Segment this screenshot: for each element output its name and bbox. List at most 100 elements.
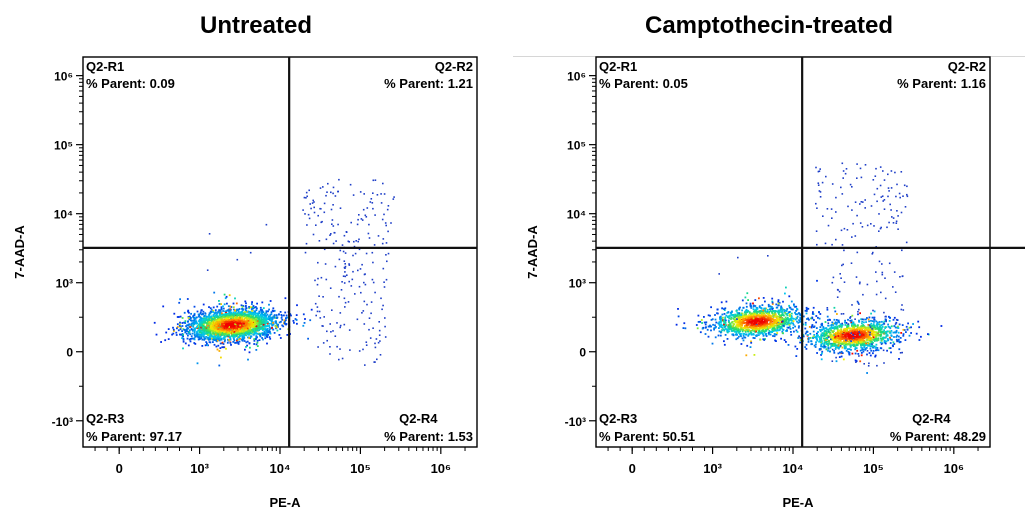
data-point (222, 320, 225, 323)
data-point (269, 313, 272, 316)
data-point (205, 327, 208, 330)
data-point (754, 299, 757, 301)
data-point (828, 332, 831, 335)
data-point (193, 323, 195, 326)
data-point (200, 309, 203, 312)
data-point (833, 328, 836, 330)
data-point (345, 231, 348, 233)
data-point (234, 332, 237, 334)
data-point (228, 330, 231, 332)
data-point (352, 194, 355, 196)
data-point (286, 316, 288, 319)
data-point (766, 317, 769, 319)
data-point (260, 311, 263, 313)
data-point (841, 352, 844, 354)
data-point (794, 311, 796, 314)
data-point (796, 313, 799, 316)
data-point (832, 324, 835, 326)
data-point (857, 341, 860, 344)
data-point (215, 330, 218, 333)
data-point (316, 306, 319, 308)
data-point (782, 313, 784, 316)
data-point (251, 324, 254, 326)
data-point (833, 350, 835, 352)
data-point (215, 313, 218, 316)
data-point (816, 332, 818, 335)
data-point (209, 332, 212, 334)
data-point (254, 332, 256, 335)
data-point (765, 322, 767, 325)
data-point (219, 309, 222, 312)
data-point (779, 309, 782, 312)
data-point (222, 310, 224, 312)
data-point (266, 342, 268, 345)
data-point (330, 233, 332, 235)
data-point (252, 315, 254, 318)
data-point (783, 323, 786, 326)
data-point (285, 317, 287, 320)
data-point (749, 331, 752, 334)
data-point (859, 349, 862, 352)
data-point (717, 322, 720, 325)
data-points (153, 178, 395, 367)
data-point (736, 329, 739, 332)
data-point (252, 330, 255, 333)
data-point (249, 316, 252, 318)
data-point (237, 326, 240, 329)
data-point (178, 316, 180, 318)
data-point (743, 325, 746, 328)
data-point (226, 328, 229, 331)
data-point (784, 309, 787, 312)
data-point (763, 321, 766, 324)
data-point (335, 240, 337, 242)
data-point (296, 322, 298, 325)
data-point (789, 318, 791, 321)
data-point (232, 314, 235, 317)
data-point (268, 328, 271, 331)
data-point (764, 319, 767, 322)
data-point (202, 318, 204, 321)
data-point (197, 338, 200, 341)
data-point (250, 325, 253, 327)
data-point (786, 330, 788, 332)
data-point (760, 307, 763, 309)
data-point (214, 318, 217, 321)
data-point (372, 207, 374, 210)
data-point (886, 337, 889, 340)
data-point (225, 313, 227, 315)
data-point (806, 318, 808, 320)
data-point (771, 297, 774, 300)
data-point (236, 258, 239, 261)
data-point (203, 319, 206, 322)
data-point (387, 252, 390, 255)
chart-title: Camptothecin-treated (644, 12, 894, 39)
data-point (219, 332, 221, 335)
data-point (895, 329, 898, 332)
data-point (791, 308, 794, 311)
data-point (732, 334, 735, 337)
data-point (238, 328, 240, 330)
data-point (238, 332, 241, 335)
data-point (213, 315, 215, 318)
data-point (734, 327, 737, 330)
data-point (372, 179, 375, 182)
data-point (896, 334, 898, 337)
data-point (714, 336, 717, 339)
data-point (208, 312, 211, 315)
data-point (256, 316, 259, 319)
data-point (341, 281, 343, 283)
data-point (202, 320, 205, 323)
data-point (249, 327, 252, 330)
data-point (201, 323, 204, 326)
data-point (721, 329, 723, 331)
data-point (203, 337, 206, 339)
data-point (370, 301, 373, 303)
data-point (728, 321, 730, 324)
data-point (755, 325, 758, 327)
data-point (205, 315, 208, 318)
data-point (217, 338, 220, 340)
data-point (827, 349, 829, 352)
data-point (819, 339, 822, 342)
data-point (817, 334, 819, 337)
data-point (240, 325, 243, 327)
